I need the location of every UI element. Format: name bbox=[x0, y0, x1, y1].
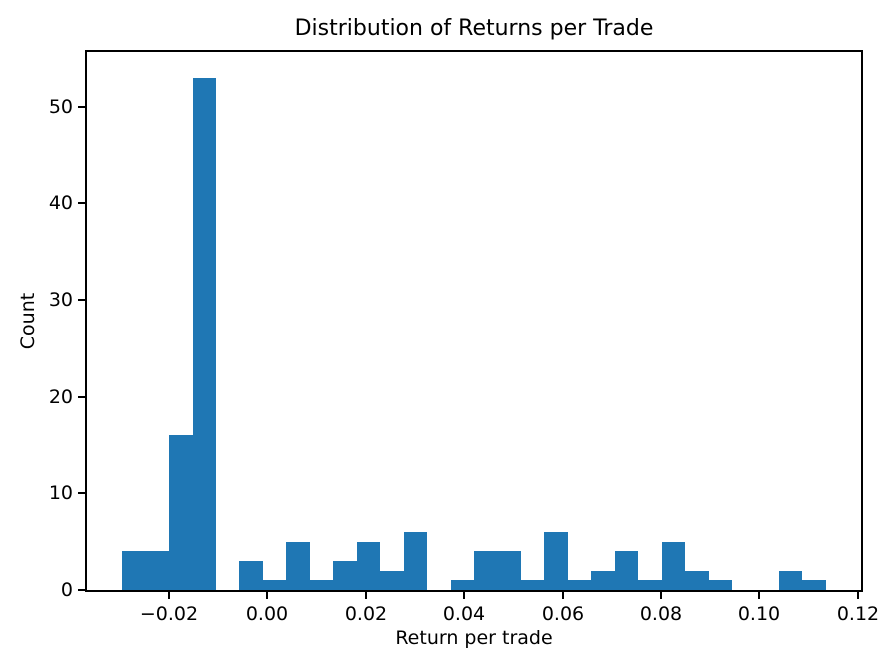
histogram-bar bbox=[802, 580, 826, 590]
y-tick-label: 0 bbox=[60, 579, 73, 601]
histogram-bar bbox=[638, 580, 662, 590]
histogram-bar bbox=[193, 78, 216, 590]
y-tick bbox=[78, 589, 85, 591]
histogram-bar bbox=[521, 580, 544, 590]
histogram-bar bbox=[568, 580, 591, 590]
x-tick bbox=[168, 592, 170, 599]
histogram-bar bbox=[169, 435, 193, 590]
histogram-bar bbox=[146, 551, 169, 590]
histogram-bar bbox=[779, 571, 802, 590]
histogram-bar bbox=[404, 532, 427, 590]
x-tick bbox=[562, 592, 564, 599]
x-axis-label: Return per trade bbox=[395, 627, 553, 649]
histogram-bar bbox=[591, 571, 615, 590]
x-tick bbox=[463, 592, 465, 599]
x-tick-label: 0.12 bbox=[836, 603, 880, 625]
y-tick bbox=[78, 492, 85, 494]
histogram-bar bbox=[357, 542, 380, 590]
histogram-bar bbox=[451, 580, 474, 590]
y-tick-label: 30 bbox=[48, 289, 73, 311]
x-tick bbox=[266, 592, 268, 599]
histogram-bar bbox=[310, 580, 333, 590]
x-tick bbox=[365, 592, 367, 599]
histogram-bar bbox=[662, 542, 685, 590]
x-tick bbox=[857, 592, 859, 599]
y-tick-label: 40 bbox=[48, 192, 73, 214]
y-tick bbox=[78, 299, 85, 301]
x-tick bbox=[660, 592, 662, 599]
histogram-bar bbox=[615, 551, 638, 590]
histogram-bar bbox=[497, 551, 521, 590]
plot-area: −0.02 0.00 0.02 0.04 0.06 0.08 0.10 0.12 0 10 20 3… bbox=[49, 50, 879, 625]
x-tick-label: 0.08 bbox=[639, 603, 683, 625]
x-tick-label: 0.10 bbox=[737, 603, 781, 625]
histogram-bar bbox=[122, 551, 146, 590]
y-tick bbox=[78, 202, 85, 204]
histogram-bar bbox=[239, 561, 263, 590]
histogram-bar bbox=[286, 542, 310, 590]
y-tick bbox=[78, 396, 85, 398]
y-tick bbox=[78, 106, 85, 108]
histogram-bar bbox=[380, 571, 404, 590]
y-tick-label: 20 bbox=[48, 386, 73, 408]
histogram-bar bbox=[685, 571, 709, 590]
x-tick bbox=[758, 592, 760, 599]
x-tick-label: 0.04 bbox=[442, 603, 486, 625]
histogram-bar bbox=[544, 532, 568, 590]
histogram-bar bbox=[263, 580, 286, 590]
x-tick-label: −0.02 bbox=[139, 603, 199, 625]
y-tick-label: 50 bbox=[48, 96, 73, 118]
chart-title: Distribution of Returns per Trade bbox=[294, 16, 654, 41]
histogram-bar bbox=[333, 561, 357, 590]
x-tick-label: 0.00 bbox=[245, 603, 289, 625]
x-tick-label: 0.02 bbox=[344, 603, 388, 625]
histogram-bar bbox=[709, 580, 732, 590]
y-tick-label: 10 bbox=[48, 482, 73, 504]
x-tick-label: 0.06 bbox=[541, 603, 585, 625]
histogram-bar bbox=[474, 551, 497, 590]
